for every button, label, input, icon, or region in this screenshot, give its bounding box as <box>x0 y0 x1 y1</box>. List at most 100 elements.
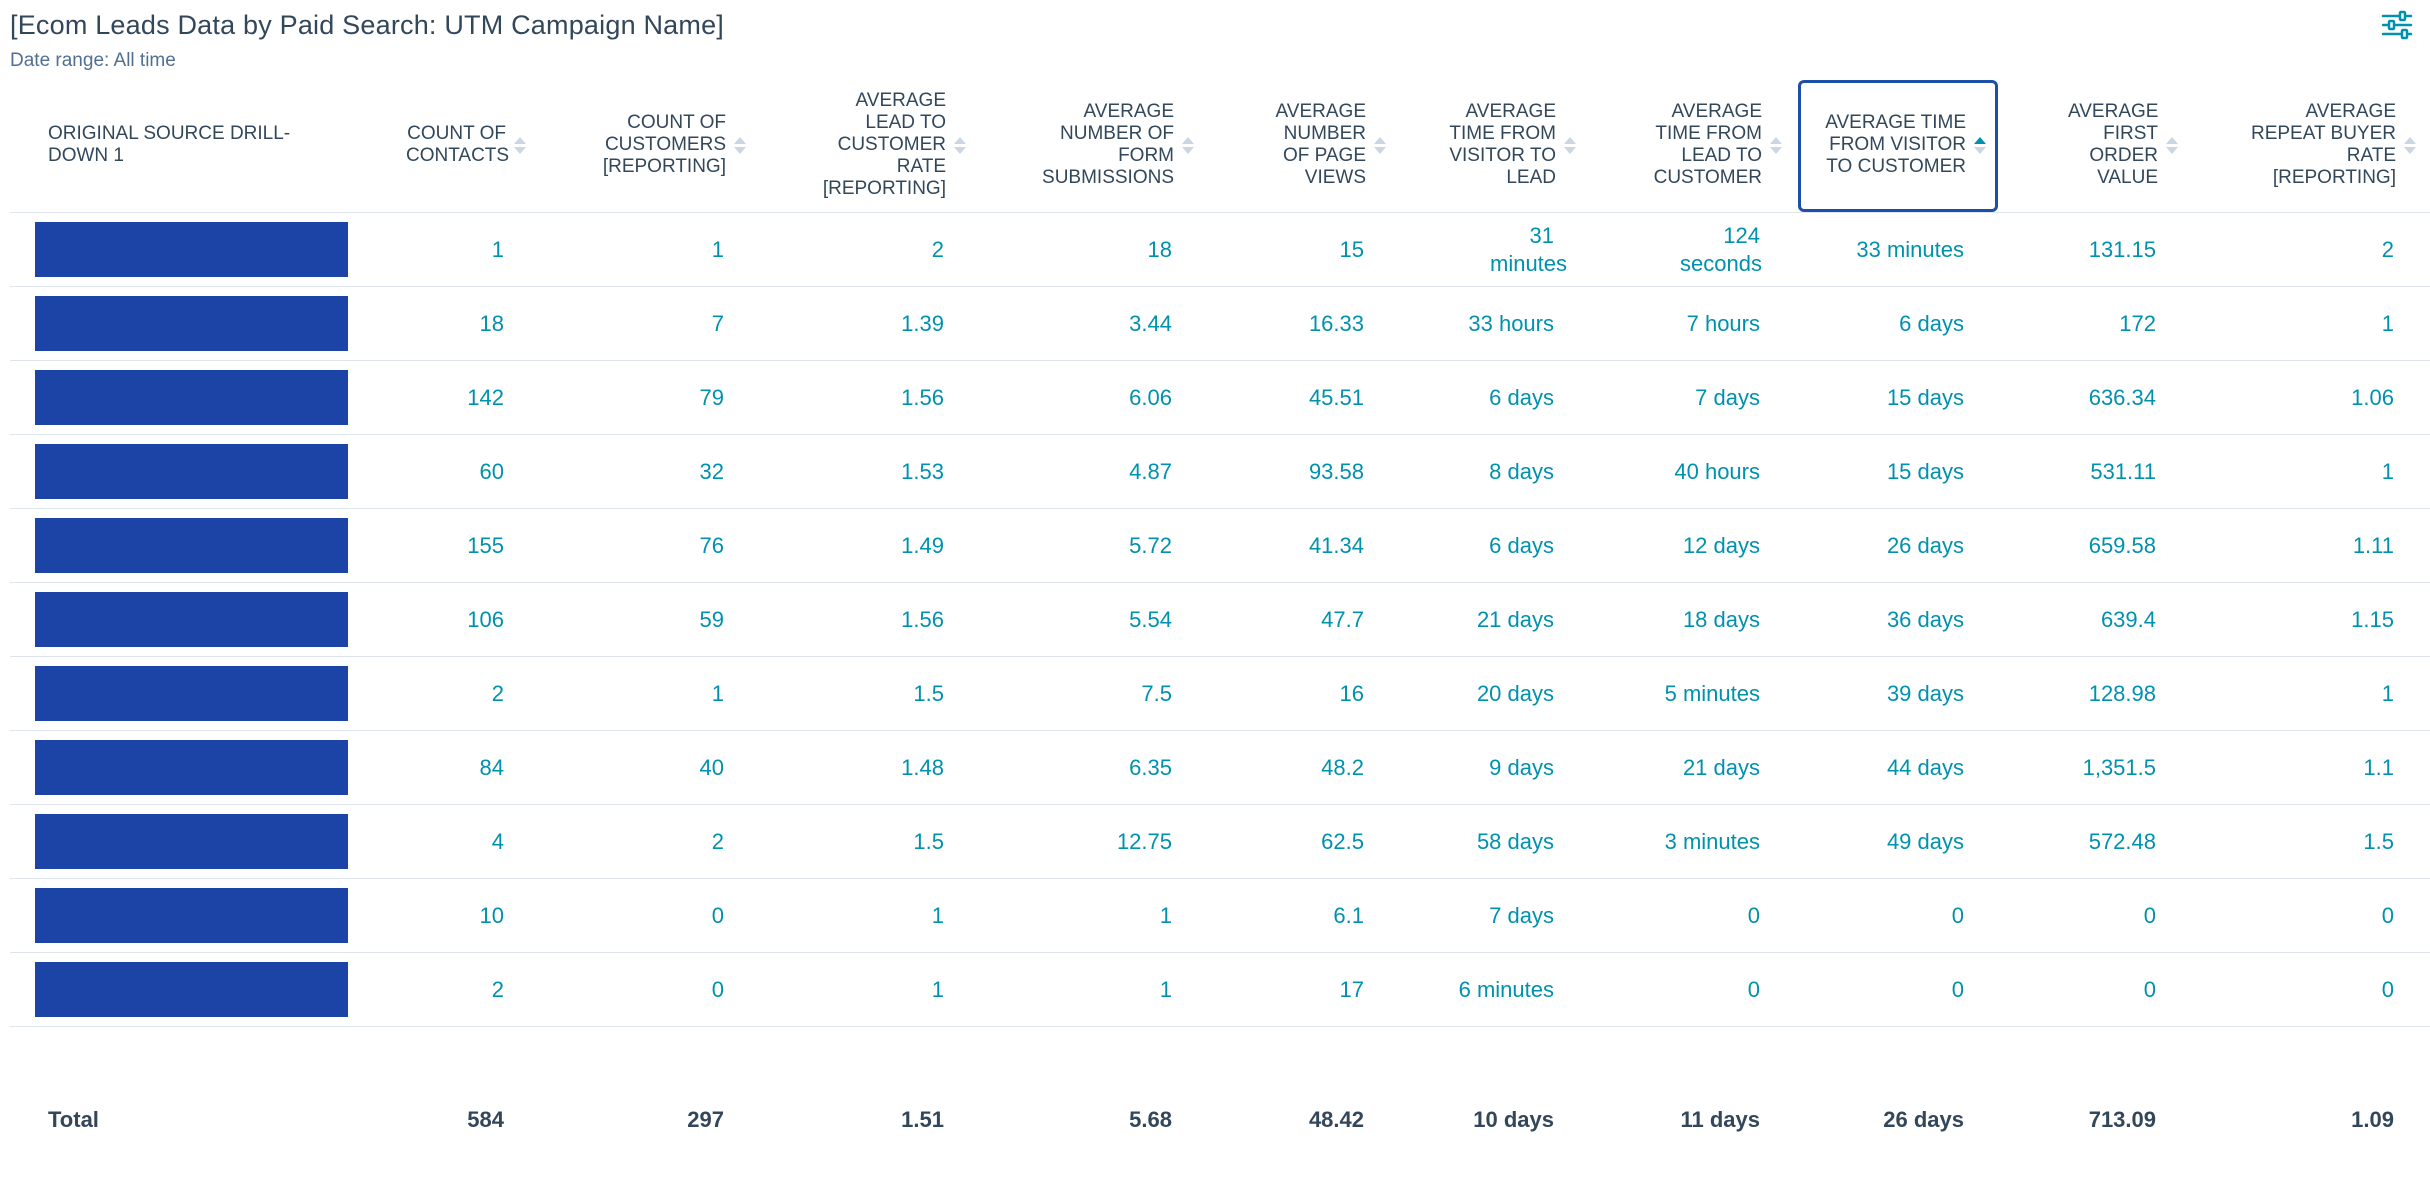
table-cell[interactable]: 636.34 <box>2000 361 2192 435</box>
table-cell[interactable]: 6 days <box>1400 361 1590 435</box>
table-cell[interactable]: 142 <box>362 361 540 435</box>
table-cell[interactable]: 7 days <box>1590 361 1796 435</box>
table-cell[interactable]: 17 <box>1208 953 1400 1027</box>
table-cell[interactable]: 1 <box>980 879 1208 953</box>
sort-icon[interactable] <box>2404 137 2416 154</box>
column-header[interactable]: AVERAGE NUMBER OF PAGE VIEWS <box>1208 78 1400 213</box>
column-header[interactable]: COUNT OF CUSTOMERS [REPORTING] <box>540 78 760 213</box>
table-cell[interactable]: 7 <box>540 287 760 361</box>
table-cell[interactable]: 48.2 <box>1208 731 1400 805</box>
table-cell[interactable]: 0 <box>2192 953 2430 1027</box>
table-cell[interactable]: 1.11 <box>2192 509 2430 583</box>
sort-icon[interactable] <box>954 137 966 154</box>
table-cell[interactable]: 2 <box>362 953 540 1027</box>
table-cell[interactable]: 40 <box>540 731 760 805</box>
table-cell[interactable]: 0 <box>540 879 760 953</box>
table-cell[interactable]: 0 <box>1796 879 2000 953</box>
sort-icon[interactable] <box>1182 137 1194 154</box>
table-cell[interactable]: 659.58 <box>2000 509 2192 583</box>
column-header[interactable]: AVERAGE TIME FROM VISITOR TO CUSTOMER <box>1796 78 2000 213</box>
table-cell[interactable]: 4 <box>362 805 540 879</box>
table-cell[interactable]: 1.48 <box>760 731 980 805</box>
table-cell[interactable]: 106 <box>362 583 540 657</box>
table-cell[interactable]: 1 <box>540 213 760 287</box>
table-cell[interactable]: 16 <box>1208 657 1400 731</box>
table-cell[interactable]: 639.4 <box>2000 583 2192 657</box>
table-cell[interactable]: 1.5 <box>760 657 980 731</box>
table-cell[interactable]: 26 days <box>1796 509 2000 583</box>
table-cell[interactable]: 1.53 <box>760 435 980 509</box>
table-cell[interactable]: 1.06 <box>2192 361 2430 435</box>
table-cell[interactable]: 5.54 <box>980 583 1208 657</box>
table-cell[interactable]: 33 minutes <box>1796 213 2000 287</box>
table-cell[interactable]: 531.11 <box>2000 435 2192 509</box>
table-cell[interactable]: 1 <box>760 953 980 1027</box>
table-cell[interactable]: 4.87 <box>980 435 1208 509</box>
table-cell[interactable]: 0 <box>2000 879 2192 953</box>
table-cell[interactable]: 0 <box>1796 953 2000 1027</box>
table-cell[interactable]: 32 <box>540 435 760 509</box>
table-cell[interactable]: 1 <box>2192 435 2430 509</box>
sort-icon[interactable] <box>1770 137 1782 154</box>
table-cell[interactable]: 2 <box>760 213 980 287</box>
table-cell[interactable]: 124 seconds <box>1590 213 1796 287</box>
table-cell[interactable]: 18 days <box>1590 583 1796 657</box>
column-header[interactable]: AVERAGE TIME FROM VISITOR TO LEAD <box>1400 78 1590 213</box>
table-cell[interactable]: 49 days <box>1796 805 2000 879</box>
table-cell[interactable]: 3 minutes <box>1590 805 1796 879</box>
table-cell[interactable]: 7.5 <box>980 657 1208 731</box>
table-cell[interactable]: 39 days <box>1796 657 2000 731</box>
table-cell[interactable]: 21 days <box>1400 583 1590 657</box>
table-cell[interactable]: 7 hours <box>1590 287 1796 361</box>
table-cell[interactable]: 1.56 <box>760 361 980 435</box>
table-cell[interactable]: 6.1 <box>1208 879 1400 953</box>
table-cell[interactable]: 6 minutes <box>1400 953 1590 1027</box>
table-cell[interactable]: 128.98 <box>2000 657 2192 731</box>
column-header[interactable]: AVERAGE REPEAT BUYER RATE [REPORTING] <box>2192 78 2430 213</box>
table-cell[interactable]: 1 <box>980 953 1208 1027</box>
table-cell[interactable]: 0 <box>1590 879 1796 953</box>
table-cell[interactable]: 79 <box>540 361 760 435</box>
table-cell[interactable]: 44 days <box>1796 731 2000 805</box>
table-cell[interactable]: 1.49 <box>760 509 980 583</box>
table-cell[interactable]: 84 <box>362 731 540 805</box>
table-cell[interactable]: 45.51 <box>1208 361 1400 435</box>
sort-icon[interactable] <box>1564 137 1576 154</box>
table-cell[interactable]: 47.7 <box>1208 583 1400 657</box>
table-cell[interactable]: 15 days <box>1796 361 2000 435</box>
table-cell[interactable]: 9 days <box>1400 731 1590 805</box>
table-cell[interactable]: 1 <box>2192 657 2430 731</box>
table-cell[interactable]: 58 days <box>1400 805 1590 879</box>
table-cell[interactable]: 6 days <box>1796 287 2000 361</box>
table-cell[interactable]: 1 <box>362 213 540 287</box>
table-cell[interactable]: 31 minutes <box>1400 213 1590 287</box>
table-cell[interactable]: 76 <box>540 509 760 583</box>
table-cell[interactable]: 1 <box>760 879 980 953</box>
date-range-value[interactable]: All time <box>114 50 176 71</box>
table-cell[interactable]: 93.58 <box>1208 435 1400 509</box>
table-cell[interactable]: 12 days <box>1590 509 1796 583</box>
table-cell[interactable]: 16.33 <box>1208 287 1400 361</box>
table-cell[interactable]: 1.1 <box>2192 731 2430 805</box>
table-cell[interactable]: 131.15 <box>2000 213 2192 287</box>
table-cell[interactable]: 0 <box>2192 879 2430 953</box>
table-cell[interactable]: 12.75 <box>980 805 1208 879</box>
table-cell[interactable]: 41.34 <box>1208 509 1400 583</box>
table-cell[interactable]: 2 <box>2192 213 2430 287</box>
table-cell[interactable]: 2 <box>362 657 540 731</box>
sliders-icon[interactable] <box>2380 10 2414 40</box>
table-cell[interactable]: 0 <box>2000 953 2192 1027</box>
table-cell[interactable]: 8 days <box>1400 435 1590 509</box>
table-cell[interactable]: 6.35 <box>980 731 1208 805</box>
table-cell[interactable]: 1,351.5 <box>2000 731 2192 805</box>
table-cell[interactable]: 15 days <box>1796 435 2000 509</box>
table-cell[interactable]: 5 minutes <box>1590 657 1796 731</box>
table-cell[interactable]: 10 <box>362 879 540 953</box>
table-cell[interactable]: 1.5 <box>2192 805 2430 879</box>
table-cell[interactable]: 33 hours <box>1400 287 1590 361</box>
table-cell[interactable]: 1.39 <box>760 287 980 361</box>
table-cell[interactable]: 59 <box>540 583 760 657</box>
column-header[interactable]: AVERAGE FIRST ORDER VALUE <box>2000 78 2192 213</box>
table-cell[interactable]: 572.48 <box>2000 805 2192 879</box>
table-cell[interactable]: 0 <box>540 953 760 1027</box>
